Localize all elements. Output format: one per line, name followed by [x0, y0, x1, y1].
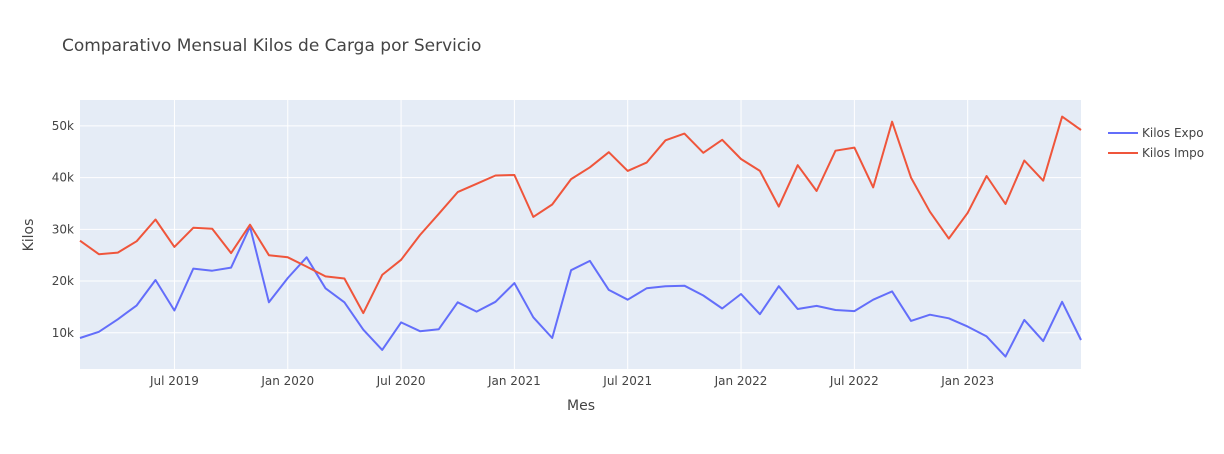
y-axis-ticks: 10k 20k 30k 40k 50k: [52, 119, 74, 340]
legend-item-kilos-expo[interactable]: Kilos Expo: [1108, 126, 1204, 140]
x-tick-label: Jan 2022: [714, 374, 768, 388]
x-tick-label: Jul 2020: [376, 374, 426, 388]
y-axis-label: Kilos: [21, 219, 37, 252]
x-tick-label: Jul 2022: [829, 374, 879, 388]
y-tick-label: 40k: [52, 171, 74, 185]
x-tick-label: Jan 2020: [260, 374, 314, 388]
x-axis-ticks: Jul 2019 Jan 2020 Jul 2020 Jan 2021 Jul 2021…: [149, 374, 994, 388]
series-line-kilos-expo[interactable]: [79, 225, 1082, 358]
legend-label: Kilos Expo: [1142, 126, 1204, 140]
y-tick-label: 20k: [52, 274, 74, 288]
y-tick-label: 50k: [52, 119, 74, 133]
series-line-kilos-impo[interactable]: [79, 115, 1082, 315]
y-tick-label: 30k: [52, 222, 74, 236]
x-tick-label: Jul 2019: [149, 374, 199, 388]
legend-label: Kilos Impo: [1142, 146, 1204, 160]
y-tick-label: 10k: [52, 326, 74, 340]
x-tick-label: Jan 2021: [487, 374, 541, 388]
legend-item-kilos-impo[interactable]: Kilos Impo: [1108, 146, 1204, 160]
plot-area: [80, 100, 1081, 369]
chart-title: Comparativo Mensual Kilos de Carga por S…: [62, 36, 481, 56]
x-axis-label: Mes: [567, 398, 595, 414]
x-tick-label: Jul 2021: [602, 374, 652, 388]
legend[interactable]: Kilos Expo Kilos Impo: [1108, 126, 1204, 160]
x-tick-label: Jan 2023: [940, 374, 994, 388]
series-layer: [79, 115, 1082, 358]
